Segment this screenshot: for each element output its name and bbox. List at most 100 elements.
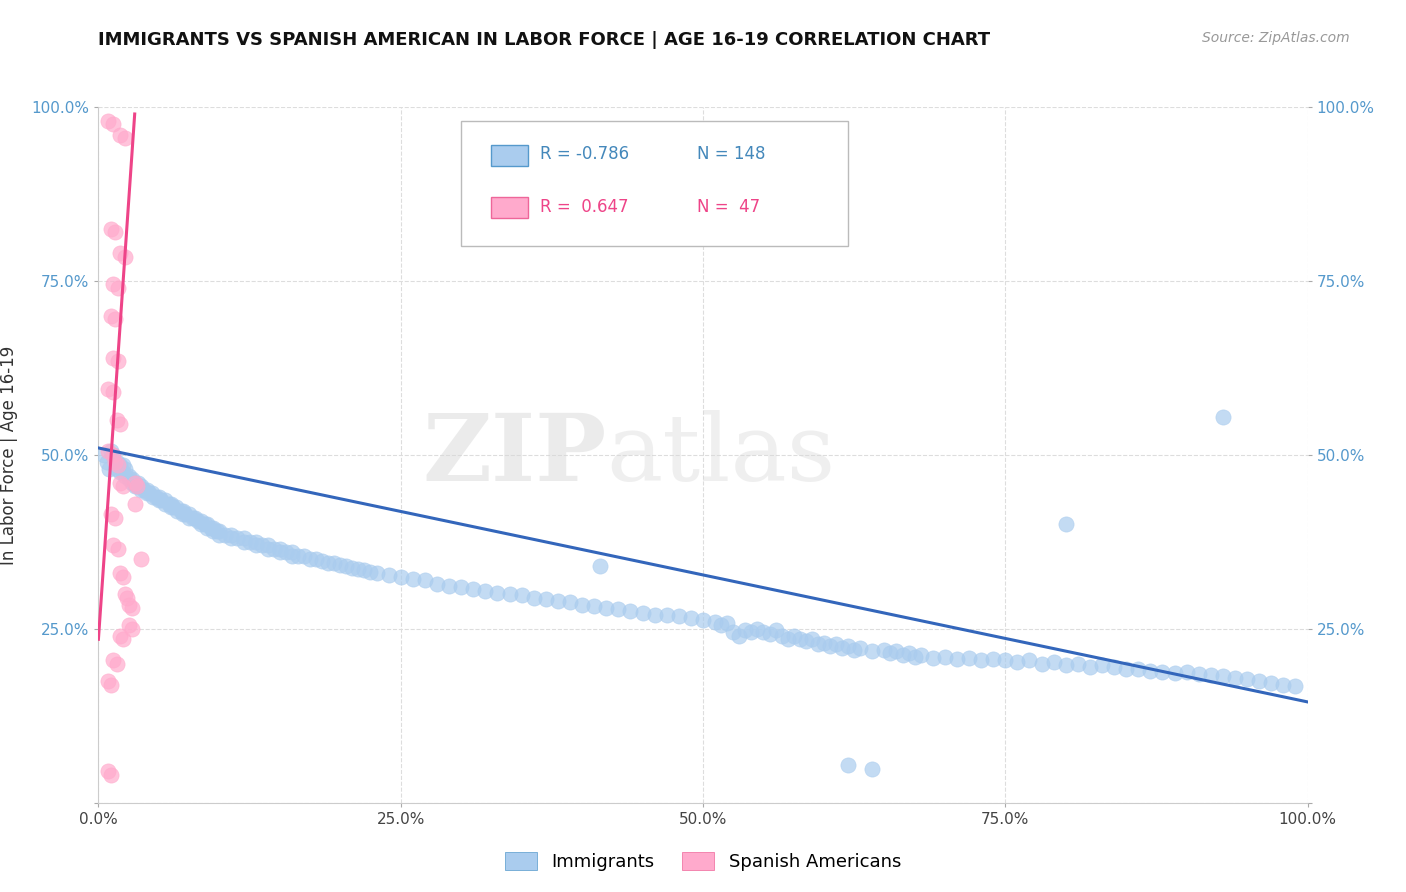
Point [114, 131, 136, 145]
FancyBboxPatch shape [492, 145, 527, 166]
Point [108, 246, 131, 260]
Point [849, 641, 872, 656]
Point [150, 493, 173, 508]
Point [486, 585, 509, 599]
Text: atlas: atlas [606, 410, 835, 500]
Point [107, 354, 129, 368]
Point [558, 595, 581, 609]
Point [105, 657, 128, 671]
Point [1031, 657, 1053, 671]
Point [607, 602, 630, 616]
Point [127, 475, 149, 490]
Point [1236, 672, 1258, 686]
Point [174, 507, 197, 521]
Point [758, 627, 780, 641]
Point [100, 507, 122, 521]
Point [118, 468, 141, 483]
Point [366, 566, 388, 581]
Point [1018, 653, 1040, 667]
Point [402, 572, 425, 586]
Point [108, 566, 131, 581]
Point [1249, 674, 1271, 689]
Point [97, 764, 120, 779]
Y-axis label: In Labor Force | Age 16-19: In Labor Force | Age 16-19 [0, 345, 17, 565]
Point [981, 652, 1004, 666]
Point [108, 417, 131, 431]
Point [195, 521, 218, 535]
Point [281, 545, 304, 559]
Point [770, 629, 793, 643]
Point [765, 624, 787, 638]
Point [101, 448, 124, 462]
Point [214, 528, 236, 542]
Point [994, 653, 1017, 667]
Point [114, 250, 136, 264]
Point [335, 559, 357, 574]
Text: Source: ZipAtlas.com: Source: ZipAtlas.com [1202, 31, 1350, 45]
Point [794, 634, 817, 648]
Point [1260, 676, 1282, 690]
Point [221, 532, 243, 546]
Text: R =  0.647: R = 0.647 [540, 197, 628, 216]
Point [232, 535, 254, 549]
Point [101, 385, 124, 400]
Point [1091, 658, 1114, 673]
Point [510, 589, 533, 603]
Point [208, 528, 231, 542]
Point [734, 624, 756, 638]
Point [946, 652, 969, 666]
Point [141, 486, 163, 500]
Point [825, 637, 848, 651]
Point [360, 565, 382, 579]
Point [179, 507, 201, 521]
Point [172, 507, 194, 521]
Point [316, 556, 339, 570]
Point [287, 549, 309, 563]
Point [97, 444, 120, 458]
Point [124, 479, 146, 493]
Point [752, 625, 775, 640]
Point [108, 128, 131, 142]
Point [166, 503, 188, 517]
Point [108, 475, 131, 490]
Point [837, 639, 859, 653]
Point [1007, 655, 1029, 669]
Point [389, 570, 412, 584]
Point [134, 483, 156, 497]
Point [921, 651, 943, 665]
Point [194, 517, 217, 532]
Point [195, 517, 218, 532]
Point [256, 541, 278, 556]
Point [104, 312, 127, 326]
Point [200, 521, 222, 535]
Point [100, 309, 122, 323]
Point [111, 570, 134, 584]
Point [782, 629, 804, 643]
Point [498, 587, 520, 601]
Point [96, 455, 118, 469]
Point [101, 448, 124, 462]
Point [957, 651, 980, 665]
Point [187, 514, 209, 528]
Point [245, 538, 267, 552]
Point [897, 646, 920, 660]
Point [323, 556, 346, 570]
Point [904, 649, 927, 664]
Point [121, 472, 143, 486]
Point [723, 625, 745, 640]
Point [179, 510, 201, 524]
Point [837, 757, 859, 772]
Point [844, 642, 866, 657]
Point [910, 648, 932, 663]
Point [269, 545, 291, 559]
Point [1152, 665, 1174, 679]
Point [153, 493, 176, 508]
Point [104, 455, 127, 469]
Point [162, 500, 184, 514]
Point [1128, 662, 1150, 676]
Point [347, 562, 370, 576]
Point [250, 538, 273, 552]
Point [631, 606, 654, 620]
Point [169, 503, 191, 517]
Point [105, 462, 128, 476]
